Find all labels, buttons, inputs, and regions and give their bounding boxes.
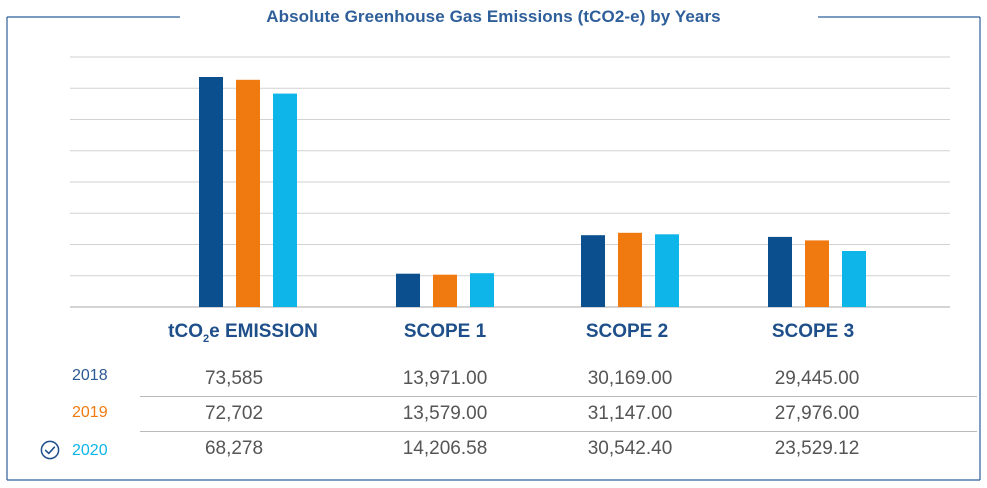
table-cell: 68,278 <box>204 438 264 459</box>
bar-2019-scope-1 <box>433 274 457 307</box>
year-label-2020: 2020 <box>72 442 108 459</box>
bar-2019-emission <box>236 79 260 307</box>
table-cell: 27,976.00 <box>774 403 860 424</box>
category-prefix-suffix: e <box>209 321 225 342</box>
table-cell: 13,971.00 <box>402 368 488 389</box>
bar-2020-scope-1 <box>470 273 494 307</box>
bar-2018-scope-3 <box>768 236 792 307</box>
category-label-scope3: SCOPE 3 <box>771 321 855 342</box>
bar-2018-scope-2 <box>581 235 605 307</box>
bar-2018-scope-1 <box>396 273 420 307</box>
category-prefix-subscript: 2 <box>202 333 210 345</box>
table-cell: 13,579.00 <box>402 403 488 424</box>
table-cell: 73,585 <box>204 368 264 389</box>
category-label-scope1: SCOPE 1 <box>403 321 487 342</box>
bar-2020-scope-3 <box>842 251 866 307</box>
year-label-2018: 2018 <box>72 367 108 384</box>
year-label-2019: 2019 <box>72 404 108 421</box>
bars <box>199 77 866 307</box>
table-cell: 29,445.00 <box>774 368 860 389</box>
category-label-scope2: SCOPE 2 <box>585 321 669 342</box>
table-cell: 23,529.12 <box>774 438 860 459</box>
bar-2019-scope-2 <box>618 232 642 307</box>
category-label-text: EMISSION <box>224 321 318 342</box>
bar-2020-emission <box>273 93 297 307</box>
table-row-divider <box>140 431 977 432</box>
table-row-divider <box>140 396 977 397</box>
check-circle-icon[interactable] <box>40 440 60 460</box>
table-cell: 14,206.58 <box>402 438 488 459</box>
table-cell: 72,702 <box>204 403 264 424</box>
bar-2020-scope-2 <box>655 234 679 307</box>
frame-border <box>6 16 981 481</box>
chart-title: Absolute Greenhouse Gas Emissions (tCO2-… <box>266 7 721 26</box>
category-prefix: tCO <box>168 321 203 342</box>
table-cell: 30,542.40 <box>587 438 673 459</box>
bar-2019-scope-3 <box>805 240 829 307</box>
bar-2018-emission <box>199 77 223 307</box>
table-cell: 31,147.00 <box>587 403 673 424</box>
table-cell: 30,169.00 <box>587 368 673 389</box>
category-label-emission: tCO2e EMISSION <box>133 321 353 345</box>
